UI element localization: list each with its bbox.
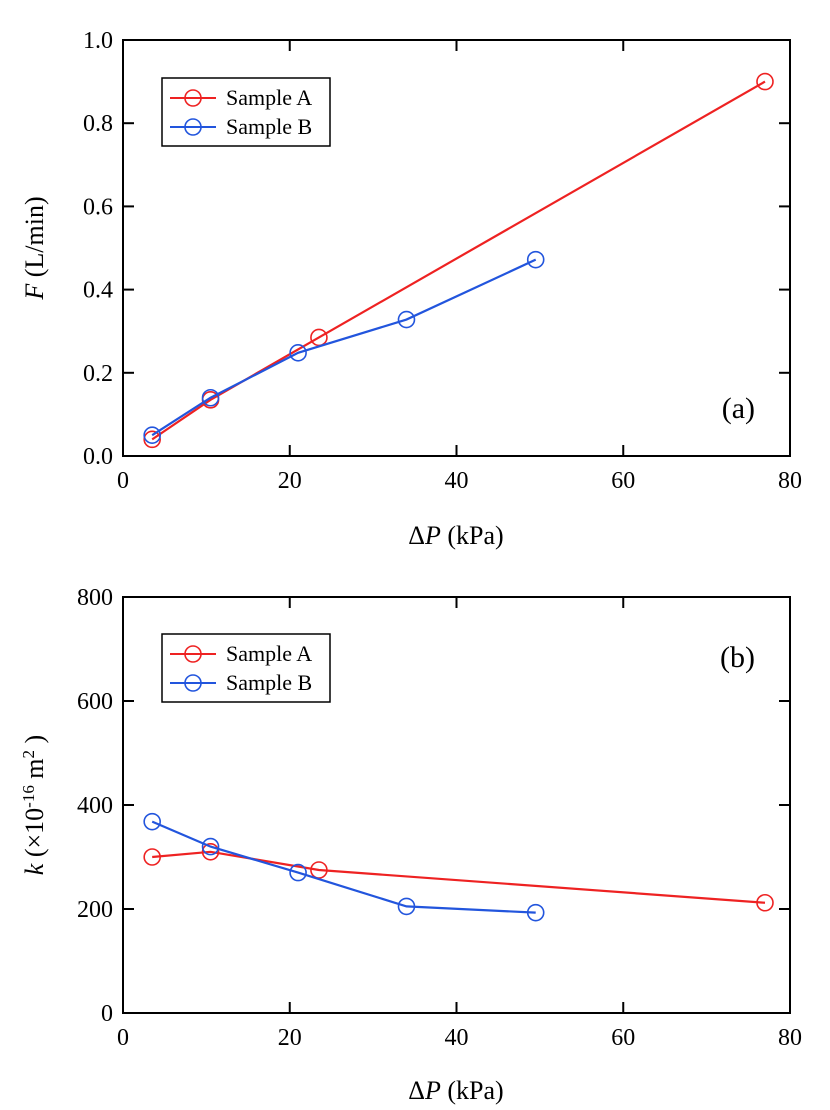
x-tick-label: 80 xyxy=(778,468,802,494)
series-line-sample-b xyxy=(151,258,537,437)
x-tick-label: 40 xyxy=(445,468,469,494)
x-axis-label: ΔP (kPa) xyxy=(408,1076,503,1105)
y-tick-label: 800 xyxy=(77,585,113,611)
data-point-sample-b xyxy=(526,250,545,269)
data-point-sample-a xyxy=(756,893,774,912)
x-axis-label-unit: (kPa) xyxy=(441,1076,504,1105)
axis-ticks xyxy=(122,596,791,1014)
series-group xyxy=(143,812,774,922)
y-tick-label: 400 xyxy=(77,793,113,819)
series-line-sample-b xyxy=(151,820,536,914)
y-tick-label: 0.0 xyxy=(83,444,113,470)
y-tick-label: 0.2 xyxy=(83,361,113,387)
chart-panel-a: 0 20 40 60 80 0.0 0.2 0.4 0.6 0.8 1.0 (a) ΔP (kPa… xyxy=(20,28,802,550)
x-tick-label: 60 xyxy=(611,1025,635,1051)
y-tick-label: 200 xyxy=(77,897,113,923)
x-axis-label-symbol: Δ xyxy=(408,521,425,550)
x-axis-label-symbol: Δ xyxy=(408,1076,425,1105)
y-tick-label: 0.4 xyxy=(83,278,113,304)
y-tick-label: 1.0 xyxy=(83,28,113,54)
series-line-sample-a xyxy=(151,80,766,441)
legend-marker-sample-b xyxy=(184,118,202,136)
data-point-sample-b xyxy=(143,812,161,831)
x-axis-label-var: P xyxy=(424,1076,441,1105)
panel-label: (b) xyxy=(720,641,755,674)
x-axis-label-unit: (kPa) xyxy=(441,521,504,550)
data-point-sample-a xyxy=(143,848,161,866)
y-axis-label-post: ) xyxy=(20,735,49,750)
legend-label-sample-b: Sample B xyxy=(226,114,312,139)
series-group xyxy=(143,72,774,449)
data-point-sample-b xyxy=(201,388,220,407)
x-tick-label: 20 xyxy=(278,468,302,494)
legend-marker-sample-a xyxy=(184,645,202,663)
legend-marker-sample-a xyxy=(184,89,202,107)
y-axis-label-sup2: 2 xyxy=(19,750,38,759)
y-axis-label-mid: m xyxy=(20,758,49,785)
data-point-sample-b xyxy=(397,897,416,916)
x-tick-labels: 0 20 40 60 80 xyxy=(117,1025,802,1051)
legend-label-sample-a: Sample A xyxy=(226,641,312,666)
x-tick-labels: 0 20 40 60 80 xyxy=(117,468,802,494)
y-tick-label: 0 xyxy=(101,1001,113,1027)
data-point-sample-a xyxy=(756,72,774,91)
legend-label-sample-b: Sample B xyxy=(226,670,312,695)
axis-ticks xyxy=(122,39,791,457)
legend: Sample A Sample B xyxy=(161,77,331,147)
x-axis-label: ΔP (kPa) xyxy=(408,521,503,550)
y-axis-label-sup1: -16 xyxy=(19,785,38,808)
y-tick-label: 600 xyxy=(77,689,113,715)
legend-marker-sample-b xyxy=(184,674,202,692)
x-tick-label: 80 xyxy=(778,1025,802,1051)
data-point-sample-b xyxy=(289,863,307,882)
x-tick-label: 20 xyxy=(278,1025,302,1051)
x-tick-label: 40 xyxy=(445,1025,469,1051)
data-point-sample-a xyxy=(143,430,161,449)
series-line-sample-a xyxy=(152,850,766,904)
x-tick-label: 60 xyxy=(611,468,635,494)
y-tick-labels: 0 200 400 600 800 xyxy=(77,585,113,1027)
data-point-sample-b xyxy=(397,310,416,329)
panel-label: (a) xyxy=(722,392,755,425)
data-point-sample-b xyxy=(201,837,220,856)
x-tick-label: 0 xyxy=(117,468,129,494)
y-axis-label-var: F xyxy=(20,283,49,301)
x-axis-label-var: P xyxy=(424,521,441,550)
data-point-sample-b xyxy=(143,426,161,445)
y-axis-label-var: k xyxy=(20,863,49,875)
x-tick-label: 0 xyxy=(117,1025,129,1051)
y-tick-labels: 0.0 0.2 0.4 0.6 0.8 1.0 xyxy=(83,28,113,470)
y-axis-label-pre: (×10 xyxy=(20,808,49,864)
y-axis-label: F (L/min) xyxy=(20,196,49,300)
data-point-sample-a xyxy=(201,842,220,861)
y-axis-label-unit: (L/min) xyxy=(20,196,49,283)
legend: Sample A Sample B xyxy=(161,633,331,703)
data-point-sample-b xyxy=(526,903,545,922)
y-tick-label: 0.6 xyxy=(83,194,113,220)
y-tick-label: 0.8 xyxy=(83,111,113,137)
y-axis-label: k (×10-16 m2 ) xyxy=(19,735,50,875)
chart-panel-b: 0 20 40 60 80 0 200 400 600 800 (b) ΔP (kPa) k (… xyxy=(19,585,803,1105)
data-point-sample-b xyxy=(289,344,307,362)
legend-label-sample-a: Sample A xyxy=(226,85,312,110)
